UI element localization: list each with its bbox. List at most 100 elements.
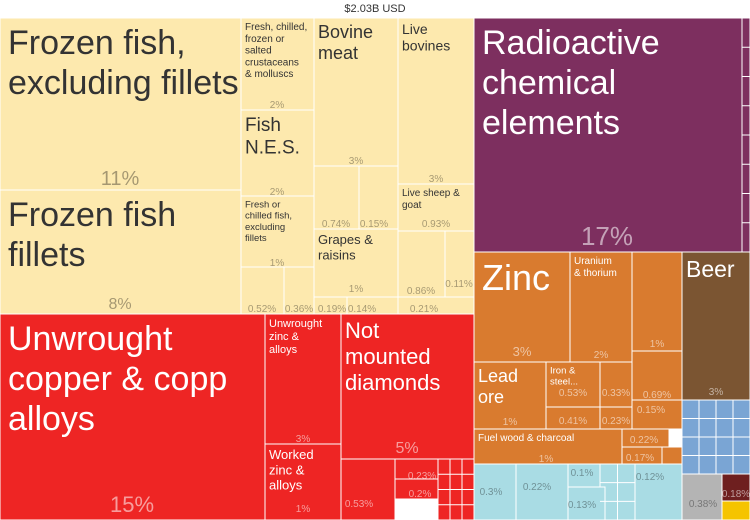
block-percent: 0.93% (422, 219, 450, 230)
block-percent: 3% (513, 344, 532, 359)
block-0-12: 0.12% (634, 463, 683, 520)
block-label: Fish N.E.S. (245, 115, 300, 158)
block-uranium-thorium: Uranium & thorium 2% (569, 251, 633, 363)
block-rect (599, 361, 633, 408)
block-label: Zinc (482, 257, 550, 298)
block-label: Grapes & raisins (318, 232, 373, 262)
block-rect (681, 473, 723, 520)
block-0-36: 0.36% (283, 266, 315, 315)
block-rect (473, 463, 517, 520)
block-rect (397, 183, 475, 232)
block-worked-zinc-alloys: Worked zinc & alloys 1% (264, 443, 342, 520)
block-percent: 0.41% (559, 416, 587, 427)
block-label: Lead ore (478, 366, 518, 407)
block-label: Radioactive chemical elements (482, 24, 660, 142)
block-percent: 1% (296, 504, 311, 515)
block-percent: 1% (270, 258, 285, 269)
block-0-21: 0.21% (397, 296, 475, 315)
block-rect (681, 251, 750, 401)
block-percent: 3% (709, 387, 724, 398)
block-rect (264, 443, 342, 520)
block-0-15: 0.15% (358, 165, 399, 230)
block-rect (631, 399, 683, 430)
block-percent: 17% (581, 221, 633, 251)
block-label: Uranium & thorium (574, 256, 617, 279)
block-live-bovines: Live bovines 3% (397, 18, 475, 185)
block-rect (240, 266, 285, 315)
block-percent: 2% (270, 187, 285, 198)
block-0-86: 0.86% (397, 230, 446, 298)
block-0-11: 0.11% (444, 230, 475, 298)
block-percent: 0.18% (722, 489, 750, 500)
block-0-14: 0.14% (346, 296, 399, 315)
block-percent: 0.14% (348, 304, 376, 315)
block-rect (721, 473, 750, 502)
block-frozen-fish-excluding-fillets: Frozen fish, excluding fillets 11% (0, 18, 242, 191)
block-percent: 1% (539, 454, 554, 465)
block-rect (631, 251, 683, 352)
block-percent: 0.1% (571, 468, 594, 479)
block-percent: 0.22% (523, 482, 551, 493)
block-label: Frozen fish, excluding fillets (8, 24, 239, 102)
block-percent: 3% (296, 434, 311, 445)
block-radioactive-chemical-elements: Radioactive chemical elements 17% (473, 18, 743, 253)
block-rect (567, 486, 606, 520)
block-0-13: 0.13% (567, 486, 606, 520)
block-not-mounted-diamonds: Not mounted diamonds 5% (340, 313, 475, 460)
block-fresh-or-chilled-fish-excluding-fillets: Fresh or chilled fish, excluding fillets 1% (240, 195, 315, 269)
block-percent: 0.3% (480, 487, 503, 498)
block-percent: 0.53% (345, 499, 373, 510)
block-bovine-meat: Bovine meat 3% (313, 18, 399, 167)
block-label: Fresh, chilled, frozen or salted crustacean… (245, 22, 307, 80)
block-0-53: 0.53% (340, 458, 396, 520)
block-iron-steel: Iron & steel...0.53% (545, 361, 601, 408)
block-fish-n-e-s: Fish N.E.S. 2% (240, 109, 315, 198)
block-percent: 0.74% (322, 219, 350, 230)
block-grapes-raisins: Grapes & raisins 1% (313, 228, 399, 298)
block-0-22: 0.22% (621, 428, 670, 448)
minor-tile (661, 446, 683, 465)
block-rect (358, 165, 399, 230)
block-percent: 2% (270, 100, 285, 111)
block-label: Not mounted diamonds (345, 318, 440, 395)
block-0-17: 0.17% (621, 446, 663, 465)
block-rect (397, 230, 446, 298)
block-percent: 1% (503, 417, 518, 428)
block-zinc: Zinc 3% (473, 251, 571, 363)
block-lead-ore: Lead ore 1% (473, 361, 547, 430)
block-percent: 0.19% (318, 304, 346, 315)
block-label: Beer (686, 256, 735, 282)
block-0-2: 0.2% (394, 478, 439, 500)
block-rect (473, 18, 743, 253)
block-unwrought-zinc-alloys: Unwrought zinc & alloys 3% (264, 313, 342, 445)
block-label: Worked zinc & alloys (269, 447, 314, 493)
block-label: Unwrought copper & copp alloys (8, 320, 227, 438)
block-0-41: 0.41% (545, 406, 601, 430)
block-percent: 5% (395, 440, 418, 457)
block-label: Frozen fish fillets (8, 196, 176, 274)
block-percent: 0.21% (410, 304, 438, 315)
block-percent: 0.23% (408, 471, 436, 482)
block-rect (473, 361, 547, 430)
block-label: Unwrought zinc & alloys (269, 318, 322, 356)
block-rect (313, 165, 360, 230)
block-0-23: 0.23% (599, 406, 633, 430)
block-0-19: 0.19% (313, 296, 348, 315)
block-percent: 2% (594, 350, 609, 361)
block-label: Iron & steel... (550, 366, 578, 388)
block-rect (283, 266, 315, 315)
block-percent: 11% (101, 168, 140, 190)
block-rect (444, 230, 475, 298)
block-percent: 15% (110, 492, 154, 517)
block-beer: Beer 3% (681, 251, 750, 401)
block-0-15: 0.15% (631, 399, 683, 430)
block-percent: 3% (349, 156, 364, 167)
block-percent: 0.17% (626, 453, 654, 464)
block-percent: 0.33% (602, 388, 630, 399)
block-0-22: 0.22% (515, 463, 569, 520)
block-percent: 0.86% (407, 286, 435, 297)
block-live-sheep-goat: Live sheep & goat 0.93% (397, 183, 475, 232)
block-rect (313, 228, 399, 298)
block-percent: 8% (108, 296, 131, 313)
block-percent: 0.11% (445, 279, 473, 290)
